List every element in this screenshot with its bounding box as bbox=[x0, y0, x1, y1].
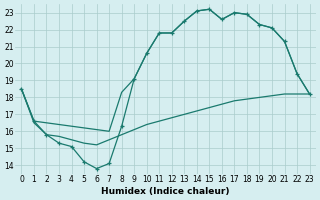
X-axis label: Humidex (Indice chaleur): Humidex (Indice chaleur) bbox=[101, 187, 230, 196]
